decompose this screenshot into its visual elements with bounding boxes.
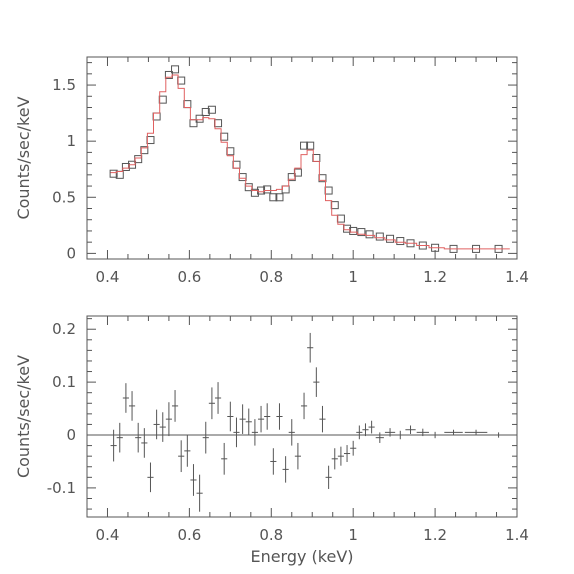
data-point [330, 201, 339, 210]
y-tick-label: 0.1 [52, 373, 76, 391]
data-point [250, 188, 259, 197]
x-tick-label: 1.4 [505, 526, 529, 544]
y-tick-label: -0.1 [47, 479, 76, 497]
data-point [357, 228, 366, 237]
y-axis-label: Counts/sec/keV [14, 355, 33, 478]
data-point [386, 234, 395, 243]
data-point [158, 95, 167, 104]
y-tick-label: 1 [66, 132, 76, 150]
data-point [312, 154, 321, 162]
x-tick-label: 0.8 [259, 526, 283, 544]
x-tick-label: 0.8 [259, 268, 283, 286]
x-tick-label: 0.6 [177, 526, 201, 544]
data-point [396, 237, 405, 246]
x-tick-label: 0.6 [177, 268, 201, 286]
data-point [171, 65, 180, 74]
x-tick-label: 0.4 [96, 526, 120, 544]
y-tick-label: 0 [66, 426, 76, 444]
plot-frame [86, 315, 518, 518]
data-point [275, 193, 284, 202]
x-axis-label: Energy (keV) [250, 547, 353, 566]
data-point [207, 105, 216, 114]
y-tick-label: 0.5 [52, 188, 76, 206]
x-tick-label: 1.2 [423, 268, 447, 286]
y-tick-label: 0.2 [52, 320, 76, 338]
x-tick-label: 0.4 [96, 268, 120, 286]
data-point [183, 100, 192, 109]
data-point [365, 230, 374, 239]
data-point [306, 141, 315, 150]
data-point [336, 214, 345, 223]
data-point [146, 136, 155, 145]
data-point [281, 185, 290, 194]
data-point [214, 119, 223, 128]
plot-frame [86, 56, 518, 260]
data-point [269, 193, 278, 202]
x-tick-label: 1.4 [505, 268, 529, 286]
data-point [226, 147, 235, 156]
spectrum-panel: 0.4 0.6 0.8 1 1.2 1.4 0 0.5 1 1.5 Counts/sec/keV [14, 56, 529, 286]
data-point [177, 76, 186, 85]
data-point [232, 160, 241, 169]
x-tick-label: 1 [348, 526, 358, 544]
y-tick-label: 0 [66, 244, 76, 262]
y-axis-label: Counts/sec/keV [14, 96, 33, 219]
residuals-panel: 0.4 0.6 0.8 1 1.2 1.4 -0.1 0 0.1 0.2 Counts/sec/ke… [14, 315, 529, 566]
data-point [324, 186, 333, 195]
x-tick-label: 1 [348, 268, 358, 286]
y-tick-label: 1.5 [52, 76, 76, 94]
data-point [201, 107, 210, 116]
x-tick-label: 1.2 [423, 526, 447, 544]
data-point [109, 169, 118, 178]
model-step-line [110, 74, 510, 250]
data-point [152, 112, 161, 121]
data-point [263, 185, 272, 194]
data-point [375, 232, 384, 241]
data-point [300, 141, 309, 150]
data-point [238, 173, 247, 182]
data-point [220, 132, 229, 141]
